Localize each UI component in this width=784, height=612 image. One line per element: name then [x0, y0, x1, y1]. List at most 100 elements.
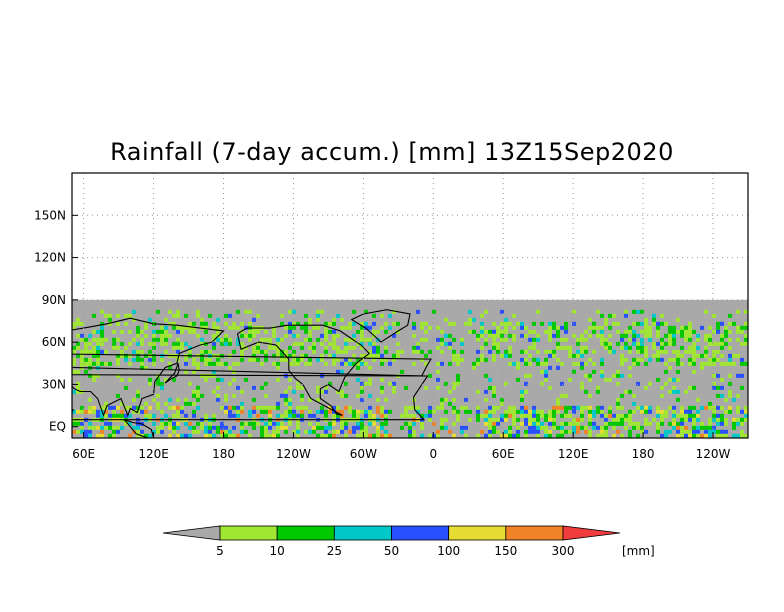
rain-cell	[684, 337, 688, 342]
rain-cell	[548, 385, 552, 390]
rain-cell	[564, 337, 568, 342]
rain-cell	[132, 409, 136, 414]
rain-cell	[640, 425, 644, 430]
rain-cell	[308, 421, 312, 426]
rain-cell	[520, 333, 524, 338]
rain-cell	[360, 353, 364, 358]
rain-cell	[588, 317, 592, 322]
rain-cell	[728, 389, 732, 394]
rain-cell	[120, 349, 124, 354]
rain-cell	[484, 417, 488, 422]
rain-cell	[544, 361, 548, 366]
rain-cell	[148, 405, 152, 410]
rain-cell	[152, 333, 156, 338]
rain-cell	[116, 337, 120, 342]
rain-cell	[228, 433, 232, 438]
rain-cell	[348, 337, 352, 342]
rain-cell	[576, 337, 580, 342]
rain-cell	[524, 349, 528, 354]
rain-cell	[620, 333, 624, 338]
rain-cell	[236, 385, 240, 390]
rain-cell	[88, 333, 92, 338]
rain-cell	[704, 425, 708, 430]
rain-cell	[128, 361, 132, 366]
rain-cell	[84, 357, 88, 362]
rain-cell	[332, 345, 336, 350]
rain-cell	[420, 413, 424, 418]
colorbar-segment	[219, 525, 278, 541]
rain-cell	[160, 337, 164, 342]
rain-cell	[616, 405, 620, 410]
rain-cell	[504, 413, 508, 418]
rain-cell	[632, 341, 636, 346]
rain-cell	[92, 349, 96, 354]
rain-cell	[144, 353, 148, 358]
rain-cell	[600, 341, 604, 346]
rain-cell	[564, 413, 568, 418]
rain-cell	[216, 377, 220, 382]
rain-cell	[140, 365, 144, 370]
rain-cell	[92, 329, 96, 334]
rain-cell	[324, 413, 328, 418]
rain-cell	[656, 325, 660, 330]
rain-cell	[312, 429, 316, 434]
rain-cell	[324, 349, 328, 354]
rain-cell	[620, 361, 624, 366]
coastline	[164, 363, 180, 384]
rain-cell	[516, 365, 520, 370]
rain-cell	[448, 389, 452, 394]
rain-cell	[352, 425, 356, 430]
rain-cell	[224, 409, 228, 414]
rain-cell	[340, 361, 344, 366]
rain-cell	[100, 429, 104, 434]
rain-cell	[376, 433, 380, 438]
rain-cell	[252, 421, 256, 426]
rain-cell	[536, 417, 540, 422]
rain-cell	[200, 349, 204, 354]
rain-cell	[564, 329, 568, 334]
rain-cell	[488, 329, 492, 334]
rain-cell	[196, 389, 200, 394]
rain-cell	[392, 381, 396, 386]
rain-cell	[180, 329, 184, 334]
rain-cell	[148, 377, 152, 382]
rain-cell	[276, 401, 280, 406]
rain-cell	[664, 369, 668, 374]
rain-cell	[668, 329, 672, 334]
rain-cell	[140, 341, 144, 346]
rain-cell	[280, 321, 284, 326]
rain-cell	[624, 333, 628, 338]
rain-cell	[732, 425, 736, 430]
rain-cell	[136, 325, 140, 330]
rain-cell	[136, 341, 140, 346]
rain-cell	[92, 345, 96, 350]
rain-cell	[160, 341, 164, 346]
rain-cell	[564, 325, 568, 330]
rain-cell	[548, 417, 552, 422]
rain-cell	[296, 385, 300, 390]
rain-cell	[488, 425, 492, 430]
rain-cell	[296, 413, 300, 418]
rain-cell	[712, 341, 716, 346]
rain-cell	[544, 377, 548, 382]
rain-cell	[636, 425, 640, 430]
rain-cell	[636, 421, 640, 426]
rain-cell	[688, 345, 692, 350]
rain-cell	[696, 429, 700, 434]
rain-cell	[140, 361, 144, 366]
lon-tick-label: 60E	[492, 447, 515, 461]
rain-cell	[364, 321, 368, 326]
rain-cell	[256, 349, 260, 354]
rain-cell	[108, 361, 112, 366]
rain-cell	[636, 361, 640, 366]
rain-cell	[728, 337, 732, 342]
rain-cell	[572, 309, 576, 314]
rain-cell	[572, 417, 576, 422]
rain-cell	[632, 393, 636, 398]
rain-cell	[388, 361, 392, 366]
rain-cell	[740, 421, 744, 426]
rain-cell	[204, 325, 208, 330]
rain-cell	[456, 381, 460, 386]
rain-cell	[476, 409, 480, 414]
